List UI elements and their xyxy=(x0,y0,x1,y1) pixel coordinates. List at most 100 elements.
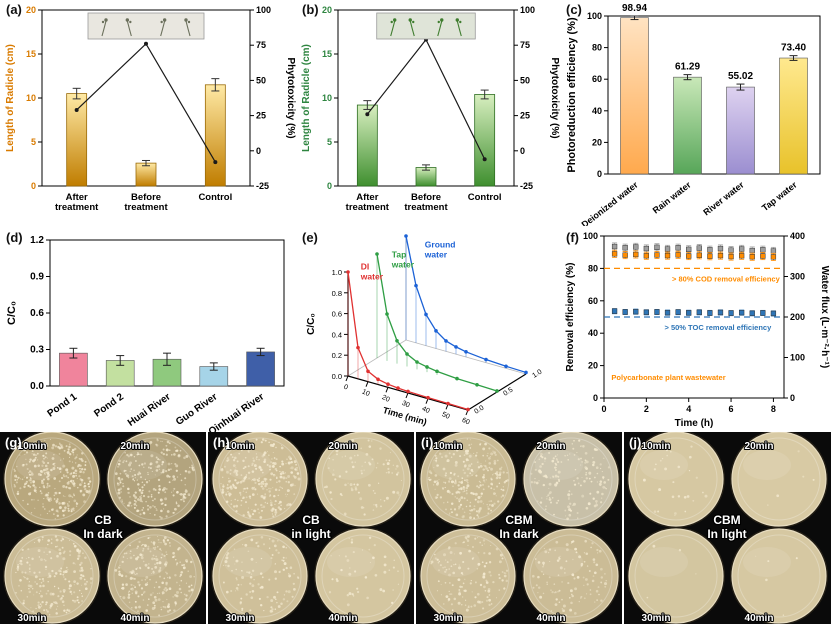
petri-dish: 30min xyxy=(211,527,309,624)
right-axis-title: Phytotoxicity (%) xyxy=(549,57,560,138)
seedling-sprout xyxy=(437,20,443,37)
category-label: Pond 1 xyxy=(45,391,79,419)
time-label: 40min xyxy=(329,613,358,624)
time-tick-label: 50 xyxy=(441,411,451,421)
v-axis-tick-label: 0.2 xyxy=(332,351,342,360)
time-label: 40min xyxy=(745,613,774,624)
data-point xyxy=(738,309,745,316)
bar xyxy=(204,84,226,187)
category-label: Guo River xyxy=(174,391,220,427)
condition-label-line2: In dark xyxy=(499,527,539,541)
category-label: Before treatment xyxy=(404,192,448,213)
right-axis-tick-label: 0 xyxy=(520,146,525,156)
seedling-sprout xyxy=(390,20,396,37)
left-tick-label: 0 xyxy=(593,393,598,403)
line-marker xyxy=(213,160,218,165)
right-tick-label: 200 xyxy=(790,312,805,322)
panel-c: (c) 0 20 40 60 80 100 98.94 Deionized water 61.2… xyxy=(562,0,830,226)
left-axis-tick-label: 20 xyxy=(322,5,332,15)
series-label: water xyxy=(391,259,415,269)
data-point xyxy=(654,309,660,315)
left-axis-tick-label: 20 xyxy=(26,5,36,15)
seedling-sprout xyxy=(185,20,191,37)
time-label: 30min xyxy=(18,613,47,624)
petri-dish: 20min xyxy=(522,432,620,528)
right-axis-tick-label: -25 xyxy=(520,181,533,191)
bar xyxy=(66,93,88,187)
x-axis-title: Time (h) xyxy=(675,418,714,429)
y-axis-tick-label: 0.6 xyxy=(30,308,44,319)
category-label: Pond 2 xyxy=(92,391,126,419)
depth-tick-label: 1.0 xyxy=(531,369,543,380)
time-label: 30min xyxy=(434,613,463,624)
petri-dish: 20min xyxy=(314,432,412,528)
y-axis-title: Photoreduction efficiency (%) xyxy=(566,17,578,173)
petri-dish: 10min xyxy=(3,432,101,528)
right-axis-tick-label: 100 xyxy=(520,5,535,15)
dish-agar xyxy=(315,432,411,527)
phytotoxicity-line xyxy=(366,38,486,160)
data-point xyxy=(738,246,745,252)
y-axis-tick-label: 0 xyxy=(597,169,602,179)
bar-value-label: 61.29 xyxy=(675,62,700,73)
time-label: 10min xyxy=(434,441,463,452)
series-Ground water xyxy=(404,234,528,375)
category-label: After treatment xyxy=(55,192,99,213)
y-axis-tick-label: 0.0 xyxy=(30,381,44,392)
right-tick-label: 0 xyxy=(790,393,795,403)
dish-agar xyxy=(4,528,100,624)
series-DI water xyxy=(346,270,470,412)
panel-a: (a) 0 5 10 15 20 -25 0 25 50 75 100 After treatment B… xyxy=(2,0,296,226)
time-tick-label: 0 xyxy=(342,384,349,392)
data-point xyxy=(749,310,755,316)
data-point xyxy=(686,310,692,316)
left-axis-tick-label: 10 xyxy=(322,93,332,103)
series-TOC removal xyxy=(611,308,777,317)
time-label: 40min xyxy=(537,613,566,624)
petri-dish: 20min xyxy=(730,432,828,528)
bar xyxy=(474,94,496,187)
time-label: 10min xyxy=(18,441,47,452)
panel-i: (i) 10min 20min 30min 40min CBM In dark xyxy=(416,432,622,624)
left-axis-title: Length of Radicle (cm) xyxy=(301,44,312,152)
data-point xyxy=(643,245,650,252)
series-label: Tap xyxy=(392,249,406,259)
dish-agar xyxy=(315,528,411,624)
dish-agar xyxy=(212,432,308,527)
x-tick-label: 8 xyxy=(771,404,776,414)
t-axis-title: Time (min) xyxy=(382,405,428,427)
y-axis-tick-label: 40 xyxy=(592,106,602,116)
seedling-sprout xyxy=(160,20,166,37)
panel-d: (d) 0.0 0.3 0.6 0.9 1.2 Pond 1 Pond 2 Huai Rive… xyxy=(2,228,296,432)
bar-value-label: 55.02 xyxy=(728,71,753,82)
data-point xyxy=(707,253,713,259)
data-point xyxy=(654,244,660,250)
left-tick-label: 100 xyxy=(583,231,598,241)
panel-g: (g) 10min 20min 30min 40min CB In dark xyxy=(0,432,206,624)
category-label: Rain water xyxy=(651,179,693,215)
v-axis-tick-label: 1.0 xyxy=(332,268,342,277)
v-axis-tick-label: 0.4 xyxy=(332,330,342,339)
seedling-photo-inset xyxy=(87,12,205,40)
bar xyxy=(152,358,182,387)
data-point xyxy=(611,308,618,314)
v-axis-title: C/C₀ xyxy=(306,313,317,335)
petri-dish: 30min xyxy=(419,527,517,624)
data-point xyxy=(707,310,713,316)
data-point xyxy=(770,248,777,254)
y-axis-title: C/C₀ xyxy=(6,301,18,325)
condition-label-line1: CBM xyxy=(713,513,740,527)
data-point xyxy=(611,251,618,257)
chart-a-radicle-bar-line: 0 5 10 15 20 -25 0 25 50 75 100 After treatment Befor… xyxy=(5,5,296,213)
dish-agar xyxy=(628,528,724,624)
left-tick-label: 60 xyxy=(588,296,598,306)
category-label: Deionized water xyxy=(580,179,641,226)
right-axis-title: Phytotoxicity (%) xyxy=(285,57,296,138)
x-tick-label: 4 xyxy=(686,404,691,414)
left-axis-tick-label: 15 xyxy=(322,49,332,59)
annotation: > 80% COD removal efficiency xyxy=(672,274,781,283)
time-label: 20min xyxy=(745,441,774,452)
data-point xyxy=(696,245,702,251)
data-point xyxy=(654,252,660,258)
